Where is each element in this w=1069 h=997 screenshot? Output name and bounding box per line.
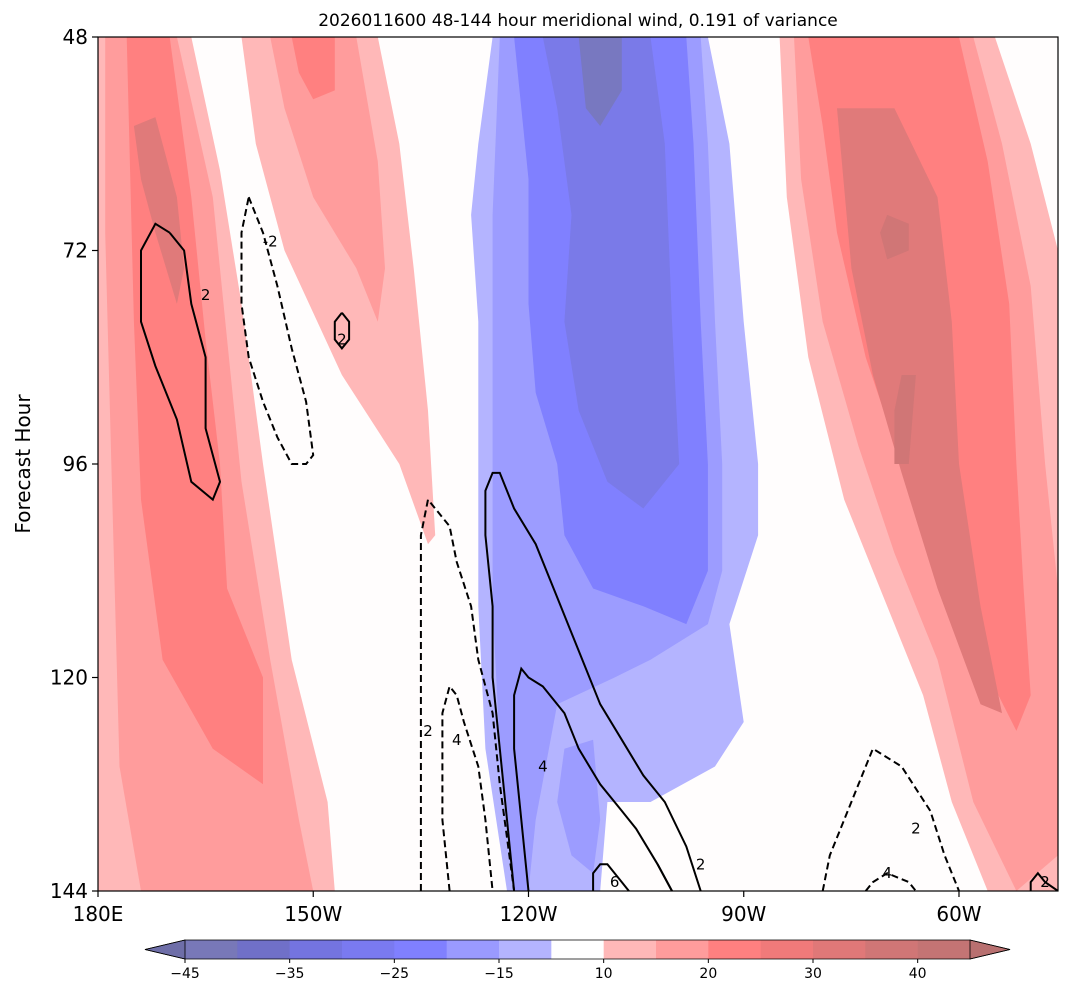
filled-contours bbox=[98, 37, 1058, 891]
y-axis-label: Forecast Hour bbox=[11, 394, 35, 534]
colorbar-extend-min bbox=[144, 939, 186, 960]
red-band-11 bbox=[880, 214, 909, 260]
colorbar-segment-7 bbox=[551, 940, 605, 959]
contour-label-2: -2 bbox=[263, 233, 278, 251]
line-contours bbox=[140, 196, 1058, 891]
y-axis: 48 72 96 120 144 bbox=[50, 25, 98, 903]
red-band-4 bbox=[241, 37, 436, 545]
x-tick-label-2: 120W bbox=[500, 902, 558, 926]
colorbar-segment-13 bbox=[865, 940, 919, 959]
contour-label-11: 4 bbox=[882, 864, 892, 882]
y-tick-label-4: 144 bbox=[50, 879, 88, 903]
contour-line-2 bbox=[240, 196, 315, 465]
colorbar-tick-label-4: 10 bbox=[595, 966, 613, 982]
colorbar-tick-label-6: 30 bbox=[804, 966, 822, 982]
colorbar-segment-11 bbox=[760, 940, 814, 959]
colorbar-segment-2 bbox=[289, 940, 343, 959]
contour-line-1 bbox=[333, 312, 351, 350]
contour-label-7: 2 bbox=[1040, 873, 1050, 891]
contour-label-8: 2 bbox=[423, 722, 433, 740]
colorbar: −45 −35 −25 −15 10 20 30 40 bbox=[144, 939, 1011, 982]
blue-band-16 bbox=[542, 37, 680, 509]
colorbar-segment-8 bbox=[603, 940, 657, 959]
contour-label-6: 6 bbox=[610, 873, 620, 891]
colorbar-segment-5 bbox=[446, 940, 500, 959]
colorbar-extend-max bbox=[969, 939, 1011, 960]
colorbar-outline bbox=[144, 939, 1011, 960]
colorbar-tick-label-0: −45 bbox=[170, 966, 200, 982]
contour-line-4 bbox=[513, 666, 673, 891]
contour-labels: 2 2 -2 4 2 6 2 2 4 2 4 bbox=[201, 233, 1050, 891]
red-band-12 bbox=[894, 375, 916, 464]
red-band-6 bbox=[291, 37, 335, 100]
chart-title: 2026011600 48-144 hour meridional wind, … bbox=[318, 11, 838, 31]
contour-line-8 bbox=[419, 497, 516, 891]
blue-band-17 bbox=[578, 37, 622, 126]
contour-label-1: 2 bbox=[337, 330, 347, 348]
colorbar-tick-label-7: 40 bbox=[909, 966, 927, 982]
x-tick-label-1: 150W bbox=[284, 902, 342, 926]
x-tick-label-4: 60W bbox=[936, 902, 981, 926]
colorbar-segment-3 bbox=[342, 940, 395, 959]
colorbar-tick-label-3: −15 bbox=[484, 966, 514, 982]
colorbar-tick-label-1: −35 bbox=[275, 966, 305, 982]
contour-label-5: 2 bbox=[696, 855, 706, 873]
colorbar-segment-9 bbox=[656, 940, 709, 959]
x-tick-label-0: 180E bbox=[73, 902, 124, 926]
red-band-10 bbox=[837, 108, 1002, 714]
contour-label-10: 2 bbox=[911, 820, 921, 838]
red-band-5 bbox=[270, 37, 385, 322]
contour-label-0: 2 bbox=[201, 286, 211, 304]
contour-line-9 bbox=[441, 684, 494, 891]
y-tick-label-2: 96 bbox=[63, 452, 88, 476]
y-tick-label-3: 120 bbox=[50, 666, 88, 690]
colorbar-segment-4 bbox=[394, 940, 448, 959]
colorbar-segment-14 bbox=[917, 940, 971, 959]
y-tick-label-0: 48 bbox=[63, 25, 88, 49]
contour-line-7 bbox=[1029, 871, 1058, 891]
contour-line-5 bbox=[656, 863, 673, 891]
red-band-19 bbox=[1045, 268, 1058, 393]
y-tick-label-1: 72 bbox=[63, 239, 88, 263]
contour-line-3 bbox=[484, 471, 702, 891]
colorbar-tick-label-2: −25 bbox=[380, 966, 410, 982]
contour-line-10 bbox=[821, 747, 960, 891]
colorbar-segment-10 bbox=[708, 940, 762, 959]
contour-line-11 bbox=[864, 872, 917, 891]
red-band-3 bbox=[133, 117, 185, 304]
contour-line-6 bbox=[592, 863, 630, 891]
x-axis: 180E 150W 120W 90W 60W bbox=[73, 891, 982, 926]
contour-label-4: 4 bbox=[538, 757, 548, 775]
blue-band-18 bbox=[557, 739, 601, 874]
colorbar-tick-label-5: 20 bbox=[699, 966, 717, 982]
x-tick-label-3: 90W bbox=[721, 902, 766, 926]
colorbar-segment-6 bbox=[499, 940, 552, 959]
colorbar-segment-12 bbox=[813, 940, 866, 959]
colorbar-segment-0 bbox=[185, 940, 238, 959]
colorbar-segment-1 bbox=[237, 940, 291, 959]
contour-label-9: 4 bbox=[452, 731, 462, 749]
contour-line-0 bbox=[140, 222, 222, 502]
